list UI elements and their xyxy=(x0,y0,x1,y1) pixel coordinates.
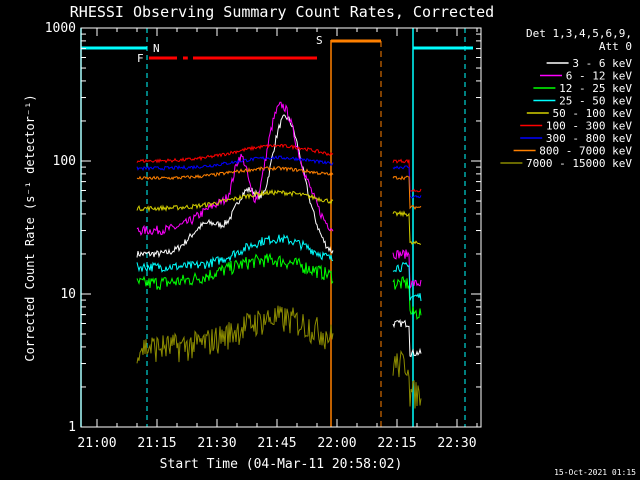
series-line-6-segment-2 xyxy=(392,158,422,193)
annotation-n: N xyxy=(153,42,160,55)
series-line-3 xyxy=(136,252,334,290)
attenuator-bands xyxy=(80,28,473,427)
legend-label: 25 - 50 keV xyxy=(559,95,632,108)
y-tick-label: 1000 xyxy=(45,21,76,36)
x-tick-label: 22:15 xyxy=(377,436,416,451)
chart-title: RHESSI Observing Summary Count Rates, Co… xyxy=(70,3,494,21)
x-tick-label: 21:00 xyxy=(77,436,116,451)
y-tick-label: 100 xyxy=(53,154,76,169)
series-line-4-segment-2 xyxy=(392,261,422,302)
series-line-9 xyxy=(136,305,334,364)
legend-label: 7000 - 15000 keV xyxy=(526,157,632,170)
legend-header-2: Att 0 xyxy=(599,40,632,53)
x-axis-label: Start Time (04-Mar-11 20:58:02) xyxy=(160,457,403,472)
series-layer xyxy=(136,101,422,409)
y-axis-label: Corrected Count Rate (s⁻¹ detector⁻¹) xyxy=(23,94,37,361)
series-line-8 xyxy=(136,165,334,181)
x-tick-label: 21:15 xyxy=(137,436,176,451)
series-line-5 xyxy=(136,188,334,213)
legend-label: 50 - 100 keV xyxy=(553,107,633,120)
legend-header-1: Det 1,3,4,5,6,9, xyxy=(526,27,632,40)
x-tick-label: 22:30 xyxy=(437,436,476,451)
y-tick-label: 10 xyxy=(60,287,76,302)
series-line-3-segment-2 xyxy=(392,275,422,320)
timestamp: 15-Oct-2021 01:15 xyxy=(554,468,636,477)
series-line-1-segment-2 xyxy=(392,318,422,358)
x-tick-label: 21:45 xyxy=(257,436,296,451)
y-tick-label: 1 xyxy=(68,420,76,435)
annotation-f: F xyxy=(137,52,144,65)
legend-label: 12 - 25 keV xyxy=(559,82,632,95)
annotation-s: S xyxy=(316,34,323,47)
legend-label: 6 - 12 keV xyxy=(566,70,633,83)
series-line-1 xyxy=(136,114,334,259)
legend-label: 300 - 800 keV xyxy=(546,132,632,145)
series-line-6 xyxy=(136,143,334,164)
plot-frame xyxy=(80,27,482,428)
x-tick-label: 21:30 xyxy=(197,436,236,451)
legend-label: 100 - 300 keV xyxy=(546,120,632,133)
series-line-5-segment-2 xyxy=(392,210,422,245)
legend-label: 3 - 6 keV xyxy=(572,57,632,70)
series-line-7-segment-2 xyxy=(392,165,422,199)
series-line-2-segment-2 xyxy=(392,249,422,290)
series-line-4 xyxy=(136,233,334,273)
axis-ticks: 21:00 21:15 21:30 21:45 22:00 22:15 22:30 1 10 10… xyxy=(45,21,481,451)
series-line-7 xyxy=(136,155,334,172)
series-line-9-segment-2 xyxy=(392,349,422,409)
series-line-8-segment-2 xyxy=(392,175,422,210)
x-tick-label: 22:00 xyxy=(317,436,356,451)
legend-label: 800 - 7000 keV xyxy=(539,145,632,158)
